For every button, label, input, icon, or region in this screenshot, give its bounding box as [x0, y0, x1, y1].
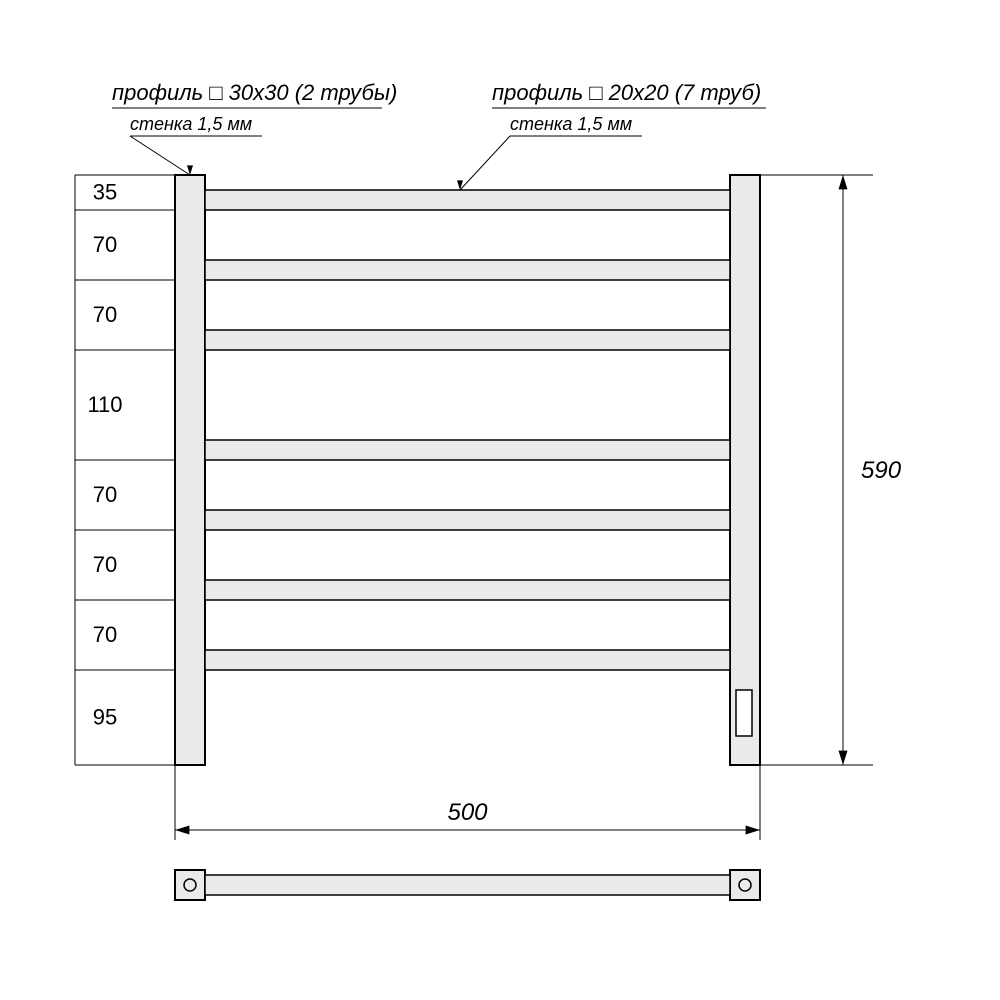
svg-text:70: 70	[93, 622, 117, 647]
technical-drawing: профиль □ 30x30 (2 трубы) стенка 1,5 мм пр…	[0, 0, 1000, 1000]
svg-text:95: 95	[93, 705, 117, 730]
svg-text:590: 590	[861, 457, 902, 484]
svg-text:70: 70	[93, 482, 117, 507]
svg-text:стенка 1,5 мм: стенка 1,5 мм	[510, 114, 632, 134]
svg-text:500: 500	[447, 799, 488, 826]
svg-text:профиль □ 20x20 (7 труб): профиль □ 20x20 (7 труб)	[492, 80, 761, 105]
svg-text:70: 70	[93, 232, 117, 257]
svg-text:70: 70	[93, 302, 117, 327]
svg-text:профиль □ 30x30 (2 трубы): профиль □ 30x30 (2 трубы)	[112, 80, 397, 105]
svg-text:70: 70	[93, 552, 117, 577]
svg-text:стенка 1,5 мм: стенка 1,5 мм	[130, 114, 252, 134]
svg-text:110: 110	[87, 392, 122, 417]
svg-text:35: 35	[93, 180, 117, 205]
